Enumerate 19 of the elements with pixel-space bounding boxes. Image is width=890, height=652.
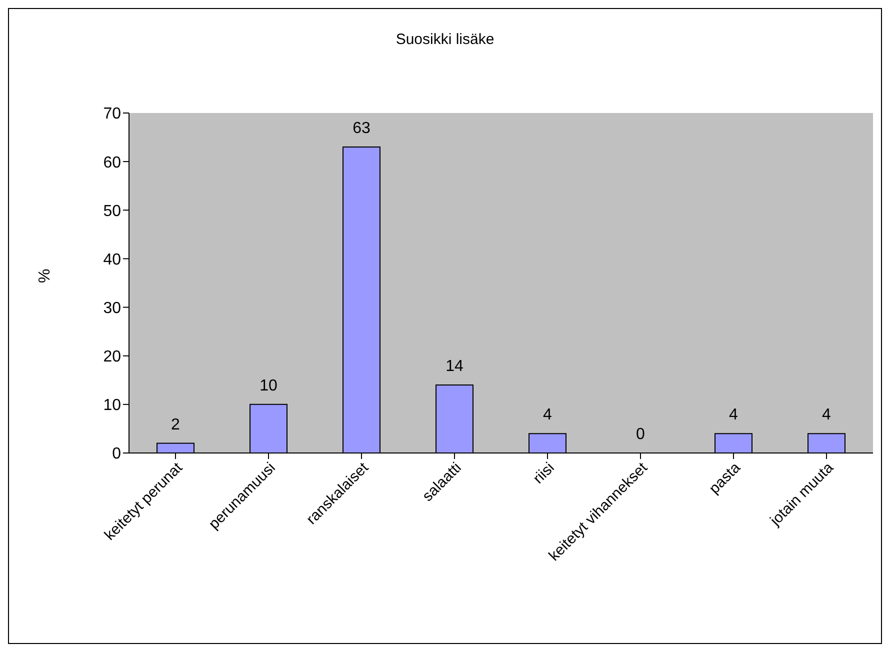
data-label: 0	[636, 426, 646, 443]
y-tick-label: 30	[103, 300, 122, 317]
y-axis-title: %	[36, 268, 54, 283]
data-label: 63	[352, 120, 370, 137]
data-label: 14	[446, 358, 464, 375]
data-label: 4	[822, 406, 832, 424]
data-label: 10	[260, 377, 278, 394]
y-tick-label: 0	[112, 446, 122, 463]
y-tick-label: 60	[103, 154, 122, 172]
y-tick-label: 40	[103, 251, 122, 268]
y-tick-label: 50	[103, 202, 122, 220]
y-tick-label: 70	[103, 106, 122, 123]
data-label: 4	[543, 406, 552, 424]
y-tick-label: 10	[103, 397, 122, 414]
data-label: 2	[171, 416, 180, 434]
data-label: 4	[729, 406, 738, 424]
x-tick-label: riisi	[530, 459, 558, 488]
y-tick-label: 20	[103, 348, 122, 366]
chart-title: Suosikki lisäke	[394, 31, 496, 48]
